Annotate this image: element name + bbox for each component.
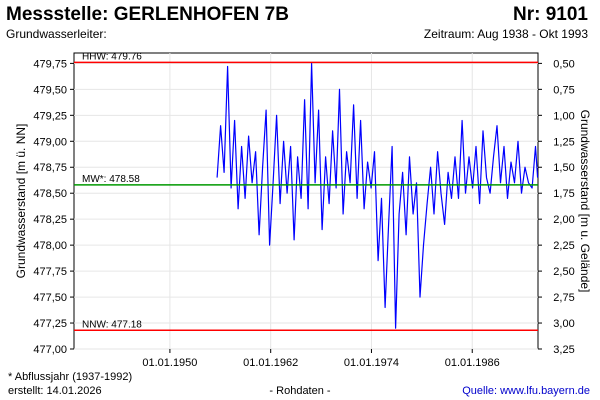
y2-tick-label: 2,75 bbox=[553, 292, 574, 304]
y2-axis-label: Grundwasserstand [m u. Gelände] bbox=[578, 110, 592, 293]
y2-tick-label: 1,75 bbox=[553, 188, 574, 200]
y-tick-label: 478,25 bbox=[33, 214, 67, 226]
y-tick-label: 477,50 bbox=[33, 292, 67, 304]
aquifer-label: Grundwasserleiter: bbox=[6, 27, 107, 41]
x-tick-labels: 01.01.1950 01.01.1962 01.01.1974 01.01.1986 bbox=[142, 349, 500, 369]
station-title: Messstelle: GERLENHOFEN 7B bbox=[6, 4, 289, 25]
y2-tick-label: 2,00 bbox=[553, 214, 574, 226]
y2-tick-label: 1,00 bbox=[553, 110, 574, 122]
y2-tick-label: 0,50 bbox=[553, 58, 574, 70]
y2-tick-label: 1,50 bbox=[553, 162, 574, 174]
x-tick-label: 01.01.1962 bbox=[243, 357, 298, 369]
y2-tick-labels: 0,50 0,75 1,00 1,25 1,50 1,75 2,00 2,25 2,50 2,75… bbox=[538, 58, 575, 356]
plot-area bbox=[73, 52, 539, 350]
series-line bbox=[216, 62, 539, 329]
y-tick-label: 479,50 bbox=[33, 84, 67, 96]
y-tick-label: 478,50 bbox=[33, 188, 67, 200]
y-tick-labels: 477,00 477,25 477,50 477,75 478,00 478,25 478,… bbox=[33, 58, 74, 356]
period-label: Zeitraum: Aug 1938 - Okt 1993 bbox=[423, 27, 588, 41]
y2-tick-label: 2,50 bbox=[553, 266, 574, 278]
y2-tick-label: 1,25 bbox=[553, 136, 574, 148]
y2-tick-label: 3,00 bbox=[553, 318, 574, 330]
reference-line-label: HHW: 479.76 bbox=[82, 51, 142, 62]
footnote: * Abflussjahr (1937-1992) bbox=[8, 371, 133, 383]
y-tick-label: 478,75 bbox=[33, 162, 67, 174]
data-type-label: - Rohdaten - bbox=[269, 385, 331, 397]
y-tick-label: 477,00 bbox=[33, 344, 67, 356]
series-group bbox=[216, 62, 539, 329]
reference-line-label: NNW: 477.18 bbox=[82, 319, 142, 330]
y-tick-label: 479,25 bbox=[33, 110, 67, 122]
x-tick-label: 01.01.1986 bbox=[445, 357, 500, 369]
grid bbox=[74, 53, 538, 350]
y-tick-label: 478,00 bbox=[33, 240, 67, 252]
reference-line-label: MW*: 478.58 bbox=[82, 174, 140, 185]
created-date: erstellt: 14.01.2026 bbox=[8, 385, 102, 397]
y2-tick-label: 3,25 bbox=[553, 344, 574, 356]
x-tick-label: 01.01.1974 bbox=[344, 357, 399, 369]
reference-lines: HHW: 479.76 MW*: 478.58 NNW: 477.18 bbox=[74, 51, 538, 332]
y2-tick-label: 2,25 bbox=[553, 240, 574, 252]
y-tick-label: 479,75 bbox=[33, 58, 67, 70]
y-tick-label: 477,75 bbox=[33, 266, 67, 278]
y-tick-label: 477,25 bbox=[33, 318, 67, 330]
y2-tick-label: 0,75 bbox=[553, 84, 574, 96]
y-axis-label: Grundwasserstand [m ü. NN] bbox=[14, 124, 28, 279]
x-tick-label: 01.01.1950 bbox=[142, 357, 197, 369]
source-link[interactable]: Quelle: www.lfu.bayern.de bbox=[462, 385, 590, 397]
station-number: Nr: 9101 bbox=[513, 4, 588, 25]
y-tick-label: 479,00 bbox=[33, 136, 67, 148]
